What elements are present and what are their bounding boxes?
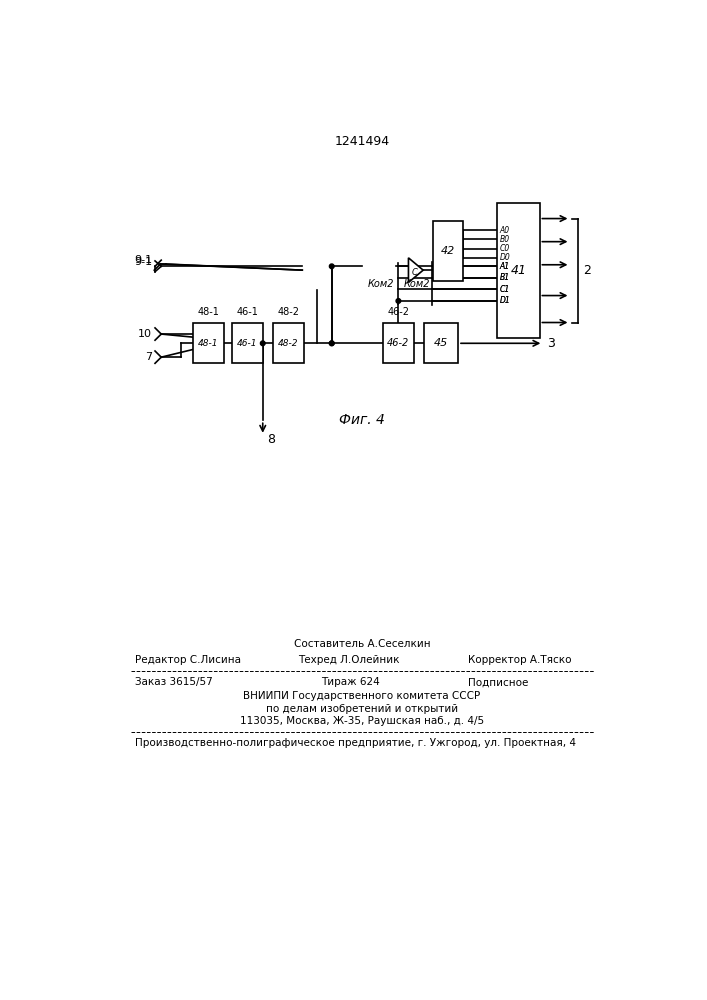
Text: 45: 45 <box>434 338 448 348</box>
Text: A1: A1 <box>500 262 510 271</box>
Text: 48-1: 48-1 <box>198 339 218 348</box>
Text: Фиг. 4: Фиг. 4 <box>339 413 385 427</box>
Bar <box>497 203 540 338</box>
Text: B0: B0 <box>500 235 510 244</box>
Text: 8: 8 <box>267 433 276 446</box>
Text: B1: B1 <box>500 273 510 282</box>
Text: D1: D1 <box>500 296 510 305</box>
Circle shape <box>260 341 265 346</box>
Text: Ком2: Ком2 <box>368 279 395 289</box>
Text: 1241494: 1241494 <box>334 135 390 148</box>
Bar <box>424 323 458 363</box>
Text: 9-1: 9-1 <box>134 257 153 267</box>
Text: A0: A0 <box>500 226 510 235</box>
Text: Редактор С.Лисина: Редактор С.Лисина <box>135 655 241 665</box>
Text: 46-1: 46-1 <box>236 307 258 317</box>
Circle shape <box>329 341 334 346</box>
Circle shape <box>329 341 334 346</box>
Text: 9-1: 9-1 <box>134 255 152 265</box>
Text: C1: C1 <box>500 285 510 294</box>
Polygon shape <box>409 258 423 282</box>
Bar <box>433 221 462 281</box>
Text: 48-2: 48-2 <box>277 307 299 317</box>
Text: 7: 7 <box>145 352 152 362</box>
Text: C1: C1 <box>500 285 510 294</box>
Text: D1: D1 <box>500 296 510 305</box>
Circle shape <box>396 299 401 303</box>
Text: 46-1: 46-1 <box>237 339 257 348</box>
Text: B1: B1 <box>500 273 510 282</box>
Text: A1: A1 <box>500 262 510 271</box>
Text: 10: 10 <box>138 329 152 339</box>
Text: Составитель А.Сеселкин: Составитель А.Сеселкин <box>293 639 431 649</box>
Bar <box>273 323 304 363</box>
Text: Корректор А.Тяско: Корректор А.Тяско <box>468 655 572 665</box>
Text: 41: 41 <box>510 264 527 277</box>
Bar <box>383 323 414 363</box>
Text: Подписное: Подписное <box>468 677 529 687</box>
Text: по делам изобретений и открытий: по делам изобретений и открытий <box>266 704 458 714</box>
Text: Техред Л.Олейник: Техред Л.Олейник <box>298 655 399 665</box>
Text: 48-2: 48-2 <box>278 339 298 348</box>
Text: C: C <box>411 268 418 277</box>
Text: D0: D0 <box>500 253 510 262</box>
Text: 42: 42 <box>441 246 455 256</box>
Text: C0: C0 <box>500 244 510 253</box>
Text: 46-2: 46-2 <box>387 338 409 348</box>
Text: Производственно-полиграфическое предприятие, г. Ужгород, ул. Проектная, 4: Производственно-полиграфическое предприя… <box>135 738 576 748</box>
Text: Заказ 3615/57: Заказ 3615/57 <box>135 677 213 687</box>
Text: 3: 3 <box>547 337 555 350</box>
Text: 48-1: 48-1 <box>197 307 219 317</box>
Text: Тираж 624: Тираж 624 <box>321 677 380 687</box>
Circle shape <box>329 264 334 269</box>
Text: 113035, Москва, Ж-35, Раушская наб., д. 4/5: 113035, Москва, Ж-35, Раушская наб., д. … <box>240 716 484 726</box>
Text: ВНИИПИ Государственного комитета СССР: ВНИИПИ Государственного комитета СССР <box>243 691 481 701</box>
Text: Ком2: Ком2 <box>404 279 430 289</box>
Bar <box>232 323 263 363</box>
Text: 2: 2 <box>583 264 592 277</box>
Text: 46-2: 46-2 <box>387 307 409 317</box>
Bar <box>193 323 224 363</box>
